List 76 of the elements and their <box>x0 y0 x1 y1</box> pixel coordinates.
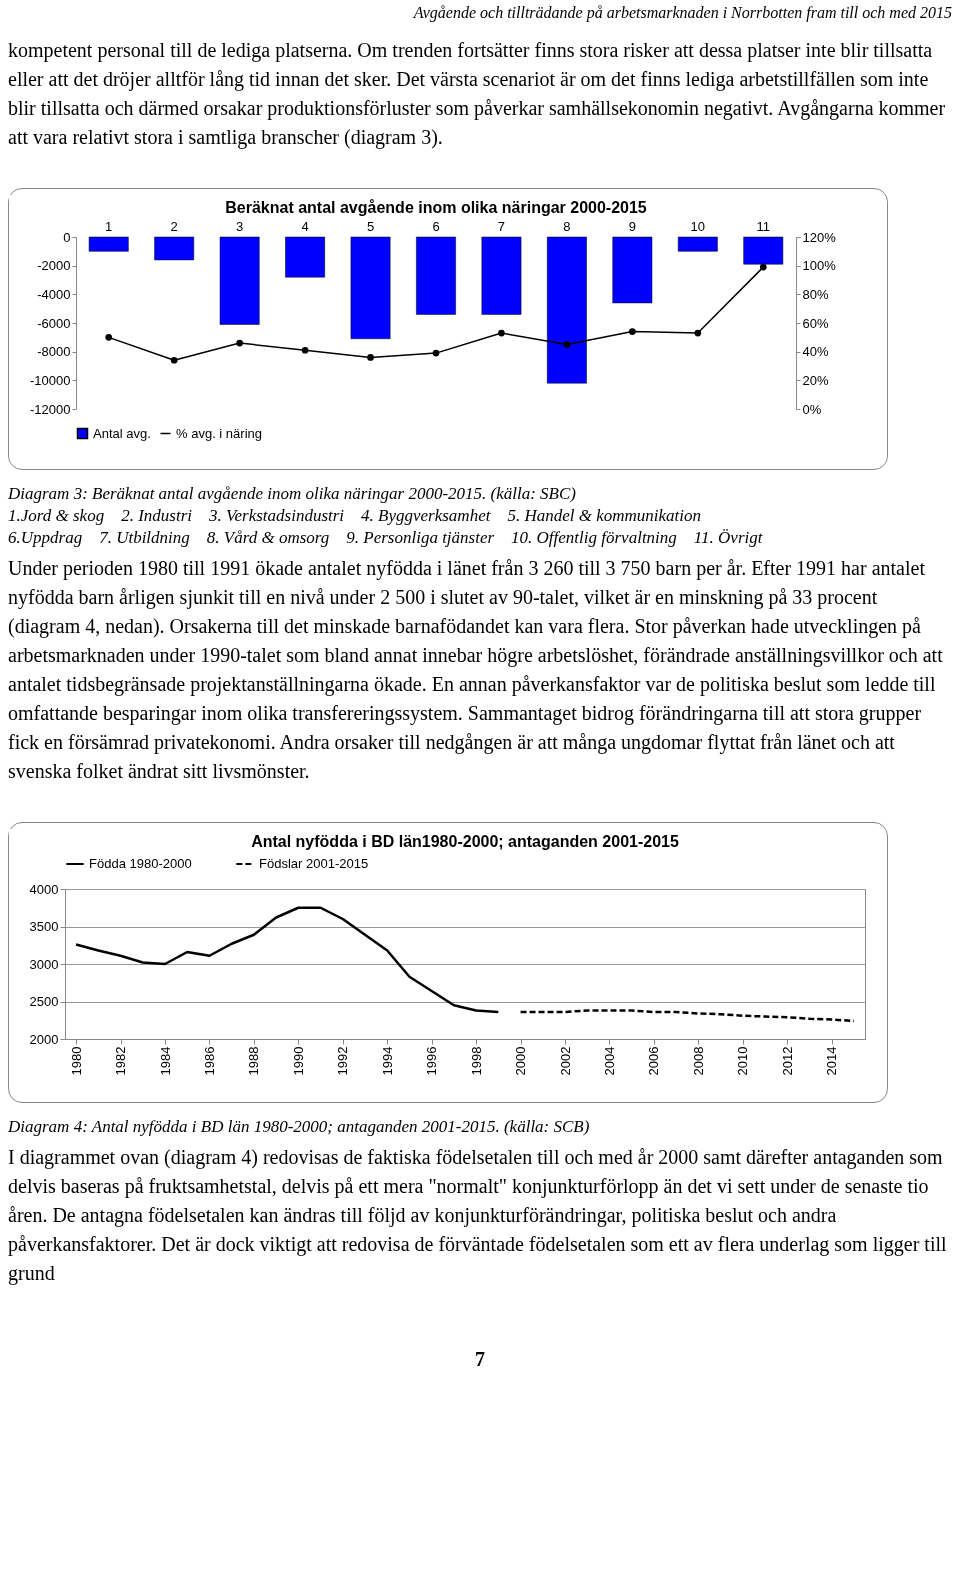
legend-label: Födda 1980-2000 <box>89 856 192 871</box>
x-tick-label: 2002 <box>557 1046 573 1076</box>
text: Avgående och tillträdande på arbetsmarknaden i Norrbotten fram till och med 2015 <box>412 4 952 22</box>
text: 1.Jord & skog 2. Industri 3. Verkstadsindustri 4. Byggverksamhet 5. Handel & kommunikation <box>8 506 702 526</box>
point <box>105 333 113 341</box>
x-tick-label: 7 <box>497 218 506 234</box>
y2-tick-label: 40% <box>802 344 829 360</box>
x-tick-label: 1982 <box>113 1046 129 1076</box>
legend-label: Födslar 2001-2015 <box>259 856 369 871</box>
point <box>236 339 243 347</box>
point <box>301 346 309 354</box>
text: 7 <box>474 1348 486 1371</box>
point <box>367 354 374 361</box>
point <box>498 329 505 337</box>
x-tick-label: 2012 <box>779 1046 795 1076</box>
y-tick-label: 0 <box>63 229 71 245</box>
line-series <box>519 1009 856 1023</box>
x-tick-label: 11 <box>756 218 771 234</box>
line-series <box>74 906 500 1014</box>
x-tick-label: 8 <box>563 218 571 234</box>
text: kompetent personal till de lediga platserna. Om trenden fortsätter finns stora risker att dessa platser inte blir tillsatta eller att det dröjer alltför lång tid innan det sker. Det värsta scenariot är om det finns lediga arbetstillfällen som inte blir tillsatta och därmed orsakar produktionsförluster som påverkar samhällsekonomin negativt. Avgångarna kommer att vara relativt stora i samtliga branscher (diagram 3). <box>8 38 947 151</box>
x-tick-label: 2000 <box>513 1046 529 1076</box>
y-tick-label: 2000 <box>29 1031 59 1047</box>
point <box>170 356 178 364</box>
y2-tick-label: 60% <box>802 315 829 331</box>
x-tick-label: 2006 <box>646 1046 662 1076</box>
y-tick-label: -2000 <box>37 258 71 274</box>
y2-tick-label: 80% <box>802 286 829 302</box>
point <box>759 263 767 271</box>
y-tick-label: -4000 <box>37 286 71 302</box>
x-tick-label: 1984 <box>157 1046 173 1076</box>
point <box>563 341 571 348</box>
x-tick-label: 9 <box>628 218 636 234</box>
y-tick-label: -12000 <box>30 401 71 417</box>
x-tick-label: 2014 <box>824 1046 840 1076</box>
y-tick-label: 2500 <box>29 994 59 1009</box>
x-tick-label: 6 <box>432 218 440 234</box>
chart-title: Antal nyfödda i BD län1980-2000; antaganden 2001-2015 <box>251 833 679 850</box>
text: Under perioden 1980 till 1991 ökade antalet nyfödda i länet från 3 260 till 3 750 barn per år. Efter 1991 har antalet nyfödda barn årligen sjunkit till en nivå under 2 500 i slutet av 90-talet, vilket är en minskning på 33 procent (diagram 4, nedan). Orsakerna till det minskade barnafödandet kan vara flera. Stor påverkan hade utvecklingen på arbetsmarknaden under 1990-talet som bland annat innebar högre arbetslöshet, förändrade anställningsvillkor och att antalet tidsbegränsade projektanställningarna ökade. En annan påverkansfaktor var de politiska beslut som ledde till omfattande besparingar inom olika transfereringssystem. Sammantaget bidrog förändringarna till att stora grupper fick en försämrad privatekonomi. Andra orsaker till nedgången är att många ungdomar flyttat från länet och att svenska folket ändrat sitt livsmönster. <box>8 556 944 784</box>
y-tick-label: -8000 <box>37 344 71 360</box>
y2-tick-label: 100% <box>802 258 837 274</box>
legend-label: Antal avg. <box>93 425 151 441</box>
text: 6.Uppdrag 7. Utbildning 8. Vård & omsorg 9. Personliga tjänster 10. Offentlig förvaltning 11. Övrigt <box>8 528 764 548</box>
x-tick-label: 1 <box>105 218 113 234</box>
text: I diagrammet ovan (diagram 4) redovisas de faktiska födelsetalen till och med år 2000 samt därefter antaganden som delvis baseras på fruktsamhetstal, delvis på ett mera "normalt" konjunkturförlopp än det vi sett under de senaste tio åren. De antagna födelsetalen kan ändras till följd av konjunkturförändringar, politiska beslut och andra påverkansfaktorer. Det är dock viktigt att redovisa de förväntade födelsetalen som ett av flera underlag som ligger till grund <box>8 1145 948 1287</box>
point <box>694 329 702 337</box>
x-tick-label: 1980 <box>68 1046 84 1076</box>
text: Diagram 4: Antal nyfödda i BD län 1980-2000; antaganden 2001-2015. (källa: SCB) <box>8 1117 591 1137</box>
x-tick-label: 2004 <box>601 1046 617 1076</box>
y2-tick-label: 120% <box>802 229 837 245</box>
y2-tick-label: 0% <box>802 401 822 417</box>
y-tick-label: 3000 <box>29 956 59 972</box>
x-tick-label: 4 <box>301 218 309 234</box>
x-tick-label: 1994 <box>379 1046 395 1076</box>
x-tick-label: 1996 <box>424 1046 440 1076</box>
chart-title: Beräknat antal avgående inom olika näringar 2000-2015 <box>225 199 647 216</box>
x-tick-label: 1986 <box>201 1046 217 1076</box>
text: Diagram 3: Beräknat antal avgående inom olika näringar 2000-2015. (källa: SBC) <box>8 484 577 504</box>
x-tick-label: 10 <box>690 218 706 234</box>
x-tick-label: 1990 <box>290 1046 306 1076</box>
y-tick-label: 4000 <box>29 881 59 897</box>
y2-tick-label: 20% <box>802 372 829 388</box>
legend-label: % avg. i näring <box>176 425 262 441</box>
x-tick-label: 2008 <box>690 1046 706 1076</box>
x-tick-label: 2010 <box>735 1046 751 1076</box>
point <box>432 349 440 357</box>
y-tick-label: -6000 <box>37 315 71 331</box>
x-tick-label: 1988 <box>246 1046 262 1076</box>
point <box>629 328 636 335</box>
y-tick-label: -10000 <box>30 372 71 388</box>
x-tick-label: 3 <box>236 218 244 234</box>
x-tick-label: 2 <box>170 218 178 234</box>
x-tick-label: 1992 <box>335 1046 351 1076</box>
y-tick-label: 3500 <box>29 919 59 934</box>
x-tick-label: 5 <box>366 218 375 234</box>
x-tick-label: 1998 <box>468 1046 484 1076</box>
